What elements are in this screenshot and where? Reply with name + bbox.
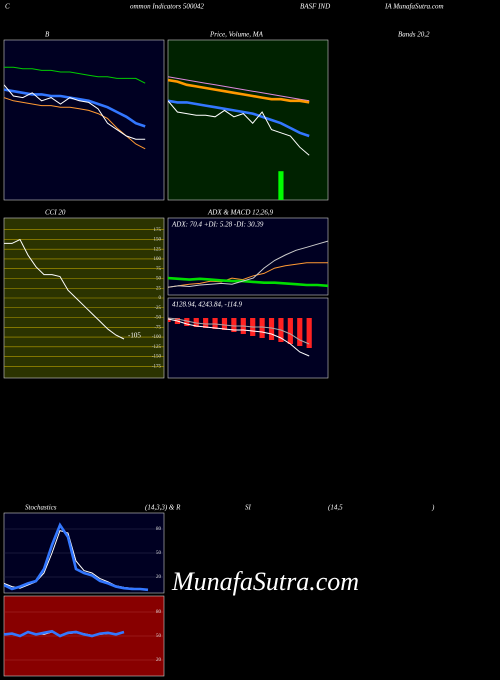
- bar: [221, 318, 228, 330]
- y-tick-label: 80: [156, 527, 162, 532]
- y-tick-label: 0: [159, 296, 162, 301]
- header-text: IA MunafaSutra.com: [384, 3, 444, 11]
- y-tick-label: 50: [156, 634, 162, 639]
- y-tick-label: 25: [156, 286, 162, 291]
- panel-caption: ): [431, 504, 435, 512]
- y-tick-label: 50: [156, 277, 162, 282]
- panel: [3, 39, 165, 201]
- y-tick-label: 175: [154, 228, 162, 233]
- plot: [4, 611, 164, 661]
- series-line: [4, 88, 146, 128]
- plot: [4, 66, 146, 150]
- panel-background: [167, 39, 329, 201]
- y-tick-label: 80: [156, 610, 162, 615]
- panel-background: [167, 297, 329, 379]
- bar: [231, 318, 237, 332]
- panel-background: [3, 39, 165, 201]
- panel: 4128.94, 4243.84, -114.9: [167, 297, 329, 379]
- panel: [167, 39, 329, 201]
- panel-caption: B: [45, 31, 50, 39]
- header-text: C: [5, 3, 10, 11]
- bar: [287, 318, 293, 344]
- panel: 175 150 125 100 75 50 25 0 -25 -50 -75 -100 -125 -150…: [3, 217, 165, 379]
- series-line: [168, 76, 310, 102]
- y-tick-label: -125: [152, 345, 162, 350]
- series-line: [4, 84, 146, 140]
- bar: [268, 318, 275, 340]
- y-tick-label: -25: [154, 306, 161, 311]
- series-line: [168, 262, 328, 288]
- bar: [306, 318, 312, 348]
- y-tick-label: 50: [156, 551, 162, 556]
- series-line: [168, 99, 310, 138]
- panel-title: 4128.94, 4243.84, -114.9: [172, 301, 243, 309]
- series-line: [4, 66, 146, 84]
- panel-caption: Bands 20,2: [398, 31, 430, 39]
- plot: [4, 522, 164, 592]
- bar: [297, 318, 303, 346]
- series-line: [4, 629, 125, 638]
- series-line: [4, 97, 146, 150]
- panel-background: [167, 217, 329, 296]
- panel: 80 50 20: [3, 595, 165, 677]
- plot: [168, 76, 310, 200]
- y-tick-label: 20: [156, 575, 162, 580]
- bar: [278, 171, 284, 200]
- y-tick-label: -75: [154, 325, 161, 330]
- y-tick-label: -50: [154, 316, 161, 321]
- y-tick-label: 75: [156, 267, 162, 272]
- plot: [168, 240, 328, 288]
- watermark: MunafaSutra.com: [171, 567, 359, 596]
- y-tick-label: -175: [152, 364, 162, 369]
- value-label: -105: [128, 332, 141, 340]
- bar: [168, 318, 171, 322]
- y-tick-label: -150: [152, 355, 162, 360]
- series-line: [168, 276, 328, 288]
- bar: [184, 318, 190, 326]
- series-line: [168, 317, 310, 345]
- y-tick-label: -100: [152, 335, 162, 340]
- series-line: [168, 100, 310, 156]
- series-line: [168, 78, 310, 104]
- y-tick-label: 20: [156, 658, 162, 663]
- panel-caption: SI: [245, 504, 252, 512]
- y-tick-label: 150: [154, 238, 162, 243]
- panel: ADX: 70.4 +DI: 5.28 -DI: 30.39: [167, 217, 329, 296]
- plot: [168, 317, 312, 357]
- panel-caption: Stochastics: [25, 504, 57, 512]
- header-text: ommon Indicators 500042: [130, 3, 204, 11]
- plot: [4, 229, 164, 367]
- panel-caption: ADX & MACD 12,26,9: [207, 209, 274, 217]
- panel-caption: (14,5: [328, 504, 343, 512]
- series-line: [4, 238, 125, 340]
- panel-caption: (14,3,3) & R: [145, 504, 181, 512]
- bar: [259, 318, 265, 338]
- header-text: BASF IND: [300, 3, 330, 11]
- y-tick-label: 100: [154, 257, 162, 262]
- panel-caption: Price, Volume, MA: [209, 31, 264, 39]
- y-tick-label: 125: [154, 247, 162, 252]
- panel-caption: CCI 20: [45, 209, 66, 217]
- series-line: [4, 522, 149, 592]
- panel-title: ADX: 70.4 +DI: 5.28 -DI: 30.39: [171, 221, 264, 229]
- bar: [203, 318, 209, 328]
- panel: 80 50 20: [3, 512, 165, 594]
- series-line: [168, 240, 328, 288]
- series-line: [168, 318, 310, 357]
